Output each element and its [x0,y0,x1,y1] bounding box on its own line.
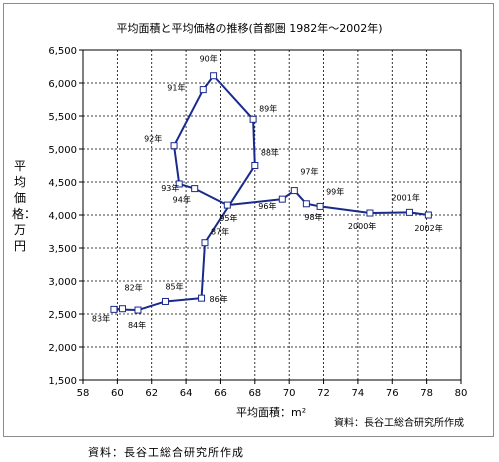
source-note-outer: 資料：長谷工総合研究所作成 [88,446,244,459]
data-point-marker [175,180,183,188]
year-label: 94年 [173,195,191,205]
data-point-marker [134,306,142,314]
year-label: 86年 [210,294,228,304]
x-tick-label: 74 [352,388,365,399]
x-tick-label: 62 [145,388,158,399]
year-label: 2001年 [391,192,419,202]
chart-frame [3,3,494,437]
x-tick-label: 64 [180,388,193,399]
y-tick-label: 4,000 [48,211,77,222]
year-label: 91年 [167,83,185,93]
y-tick-label: 3,500 [48,244,77,255]
data-point-marker [316,202,324,210]
year-label: 84年 [128,320,146,330]
x-tick-label: 70 [283,388,296,399]
year-label: 85年 [165,281,183,291]
y-tick-label: 5,500 [48,112,77,123]
data-point-marker [191,185,199,193]
x-tick-label: 66 [214,388,227,399]
data-point-marker [405,208,413,216]
data-point-marker [251,162,259,169]
y-tick-label: 6,500 [48,46,77,57]
data-point-marker [210,72,218,80]
year-label: 98年 [304,212,322,222]
y-tick-label: 2,500 [48,310,77,321]
y-tick-label: 4,500 [48,178,77,189]
year-label: 99年 [326,186,344,196]
y-tick-label: 1,500 [48,376,77,387]
data-point-marker [366,209,374,217]
year-label: 2000年 [348,221,376,231]
year-label: 97年 [300,167,318,177]
data-point-marker [119,305,127,313]
chart-title: 平均面積と平均価格の推移(首都圏 1982年〜2002年) [116,22,383,35]
year-label: 96年 [258,201,276,211]
data-point-marker [201,239,209,247]
x-tick-label: 58 [77,388,90,399]
year-label: 92年 [144,134,162,144]
data-point-marker [223,201,231,209]
data-point-marker [249,115,257,123]
year-label: 82年 [125,283,143,293]
y-tick-label: 5,000 [48,145,77,156]
year-label: 93年 [161,183,179,193]
year-label: 89年 [259,103,277,113]
x-tick-label: 68 [248,388,261,399]
y-tick-label: 2,000 [48,343,77,354]
y-tick-label: 6,000 [48,79,77,90]
data-point-marker [278,195,286,203]
x-axis-label: 平均面積：m² [236,406,307,419]
data-point-marker [161,297,169,305]
data-point-marker [424,211,432,219]
x-tick-label: 72 [317,388,330,399]
data-point-marker [302,200,310,208]
data-point-marker [290,187,298,195]
year-label: 2002年 [414,223,442,233]
year-label: 87年 [211,227,229,237]
data-point-marker [170,142,178,150]
x-tick-label: 78 [420,388,433,399]
data-point-marker [198,294,206,302]
year-label: 83年 [92,313,110,323]
data-point-marker [110,305,118,313]
year-label: 90年 [200,54,218,64]
source-note-inner: 資料：長谷工総合研究所作成 [334,418,464,429]
x-tick-label: 60 [111,388,124,399]
x-tick-label: 76 [386,388,399,399]
y-tick-label: 3,000 [48,277,77,288]
x-tick-label: 80 [455,388,468,399]
data-point-marker [199,86,207,94]
year-label: 88年 [261,148,279,158]
year-label: 95年 [219,213,237,223]
